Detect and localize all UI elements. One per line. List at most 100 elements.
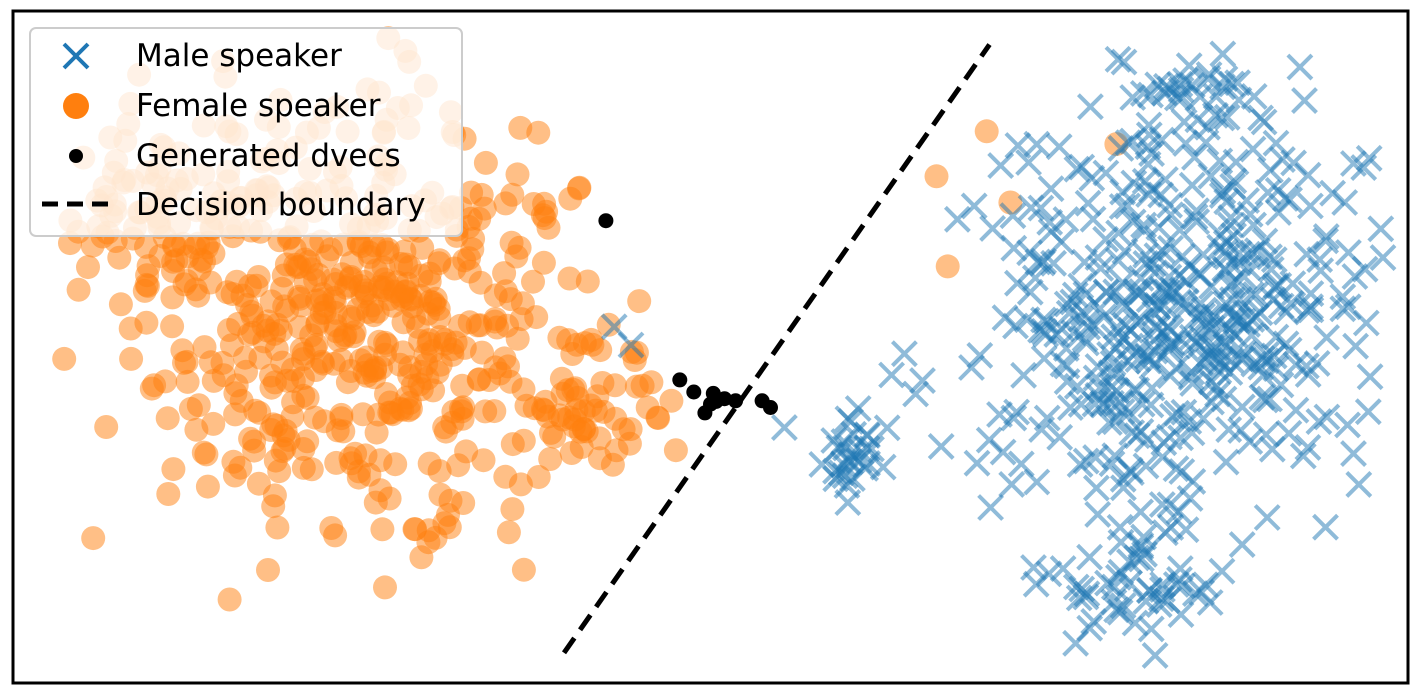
male-point xyxy=(1175,52,1203,80)
male-point xyxy=(1047,228,1075,256)
generated-dvec-point xyxy=(598,213,614,229)
male-point xyxy=(1356,363,1384,391)
female-point xyxy=(526,120,551,145)
male-point xyxy=(1240,82,1268,110)
female-point xyxy=(549,366,574,391)
female-point xyxy=(452,335,477,360)
female-point xyxy=(242,429,267,454)
male-point xyxy=(1123,422,1151,450)
male-point xyxy=(1213,243,1241,271)
male-point xyxy=(1104,247,1132,274)
male-point xyxy=(1016,278,1044,306)
male-point xyxy=(1079,311,1107,339)
male-point xyxy=(1294,161,1322,189)
male-point xyxy=(1016,239,1044,267)
male-point xyxy=(1334,411,1361,439)
generated-dvec-point xyxy=(672,372,688,388)
male-point xyxy=(1247,353,1275,381)
female-point xyxy=(365,299,390,324)
female-point xyxy=(531,250,556,275)
female-point xyxy=(373,575,397,600)
female-point xyxy=(246,471,271,496)
female-point xyxy=(619,339,644,364)
male-point xyxy=(1130,523,1158,551)
female-point xyxy=(370,517,395,542)
female-point xyxy=(305,288,330,313)
female-point xyxy=(108,292,133,317)
male-point xyxy=(1134,150,1162,178)
male-point xyxy=(1215,416,1243,444)
male-point xyxy=(1127,533,1155,561)
male-point xyxy=(1007,450,1035,478)
legend-female-marker xyxy=(63,93,89,119)
male-point xyxy=(999,202,1027,230)
male-point xyxy=(1145,591,1173,619)
male-point xyxy=(1000,234,1028,262)
female-point xyxy=(659,388,684,413)
generated-dvec-point xyxy=(708,393,724,409)
female-point xyxy=(221,449,246,474)
male-point xyxy=(1162,455,1190,483)
female-point xyxy=(446,453,471,478)
generated-dvecs-series xyxy=(598,213,778,421)
male-point xyxy=(1109,465,1137,493)
male-point xyxy=(1127,498,1155,526)
female-point xyxy=(94,415,119,439)
female-point xyxy=(600,452,625,477)
male-point xyxy=(1027,316,1054,344)
female-point xyxy=(323,313,348,338)
male-point xyxy=(1030,345,1058,372)
male-point xyxy=(1095,409,1123,436)
male-point xyxy=(617,331,645,359)
female-point xyxy=(175,369,200,394)
male-point xyxy=(1076,93,1104,121)
male-point xyxy=(1109,474,1137,502)
male-point xyxy=(1022,570,1050,598)
female-point xyxy=(220,282,245,306)
legend-female-label: Female speaker xyxy=(136,88,381,124)
female-point xyxy=(505,162,530,187)
male-point xyxy=(837,407,865,435)
female-point xyxy=(557,266,582,291)
female-point xyxy=(663,438,688,463)
male-point xyxy=(1228,393,1256,421)
female-point xyxy=(304,332,329,357)
male-point xyxy=(1256,243,1283,271)
male-point xyxy=(1098,450,1126,478)
female-point xyxy=(155,406,180,431)
female-point xyxy=(156,482,181,506)
male-point xyxy=(1170,398,1198,426)
female-point xyxy=(388,396,413,421)
legend: Male speaker Female speaker Generated dv… xyxy=(29,27,463,237)
female-point xyxy=(438,488,463,513)
female-point xyxy=(134,310,159,335)
male-point xyxy=(902,380,930,408)
female-point xyxy=(268,318,293,343)
male-point xyxy=(1124,345,1152,373)
male-point xyxy=(1189,405,1217,433)
male-point xyxy=(1082,474,1110,502)
male-point xyxy=(1239,135,1267,163)
male-point xyxy=(1296,192,1324,220)
female-point xyxy=(596,312,621,337)
female-point xyxy=(500,497,525,522)
female-point xyxy=(521,192,546,216)
female-point xyxy=(223,402,248,427)
male-point xyxy=(808,450,836,478)
male-point xyxy=(1086,295,1114,323)
female-point xyxy=(343,441,368,466)
female-point xyxy=(299,457,324,482)
male-point xyxy=(1331,189,1359,216)
male-point xyxy=(1286,53,1314,81)
male-point xyxy=(1079,205,1107,233)
legend-box xyxy=(29,27,463,237)
female-point xyxy=(247,400,272,425)
male-point xyxy=(1135,121,1163,149)
female-point xyxy=(160,285,185,310)
male-point xyxy=(1119,127,1146,155)
male-point xyxy=(1291,87,1318,115)
male-point xyxy=(1195,340,1223,368)
female-point xyxy=(330,262,355,287)
male-point xyxy=(1092,278,1120,306)
